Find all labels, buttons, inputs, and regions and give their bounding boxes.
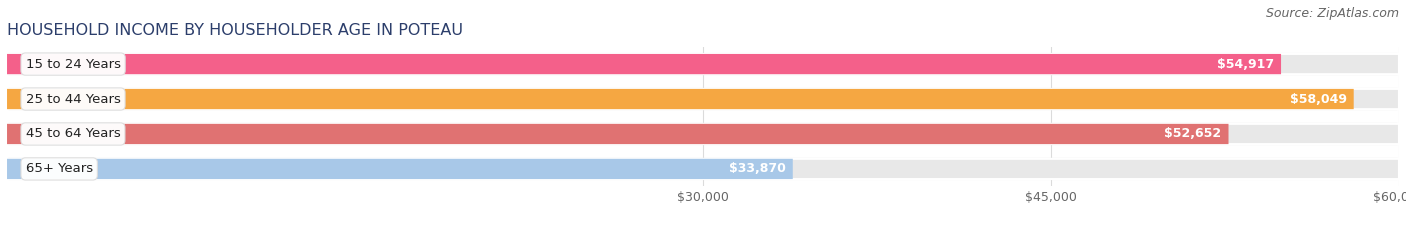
Text: 15 to 24 Years: 15 to 24 Years xyxy=(25,58,121,71)
Text: HOUSEHOLD INCOME BY HOUSEHOLDER AGE IN POTEAU: HOUSEHOLD INCOME BY HOUSEHOLDER AGE IN P… xyxy=(7,24,463,38)
FancyBboxPatch shape xyxy=(7,54,1399,74)
Text: $52,652: $52,652 xyxy=(1164,127,1222,140)
FancyBboxPatch shape xyxy=(7,124,1229,144)
FancyBboxPatch shape xyxy=(7,159,1399,179)
FancyBboxPatch shape xyxy=(7,89,1354,109)
FancyBboxPatch shape xyxy=(7,124,1399,144)
Text: 25 to 44 Years: 25 to 44 Years xyxy=(25,93,121,106)
FancyBboxPatch shape xyxy=(7,54,1281,74)
Text: 45 to 64 Years: 45 to 64 Years xyxy=(25,127,121,140)
Text: $58,049: $58,049 xyxy=(1289,93,1347,106)
Text: $33,870: $33,870 xyxy=(728,162,786,175)
Text: $54,917: $54,917 xyxy=(1218,58,1274,71)
FancyBboxPatch shape xyxy=(7,86,1399,112)
Text: Source: ZipAtlas.com: Source: ZipAtlas.com xyxy=(1265,7,1399,20)
FancyBboxPatch shape xyxy=(7,156,1399,182)
Text: 65+ Years: 65+ Years xyxy=(25,162,93,175)
FancyBboxPatch shape xyxy=(7,89,1399,109)
FancyBboxPatch shape xyxy=(7,121,1399,147)
FancyBboxPatch shape xyxy=(7,51,1399,77)
FancyBboxPatch shape xyxy=(7,159,793,179)
